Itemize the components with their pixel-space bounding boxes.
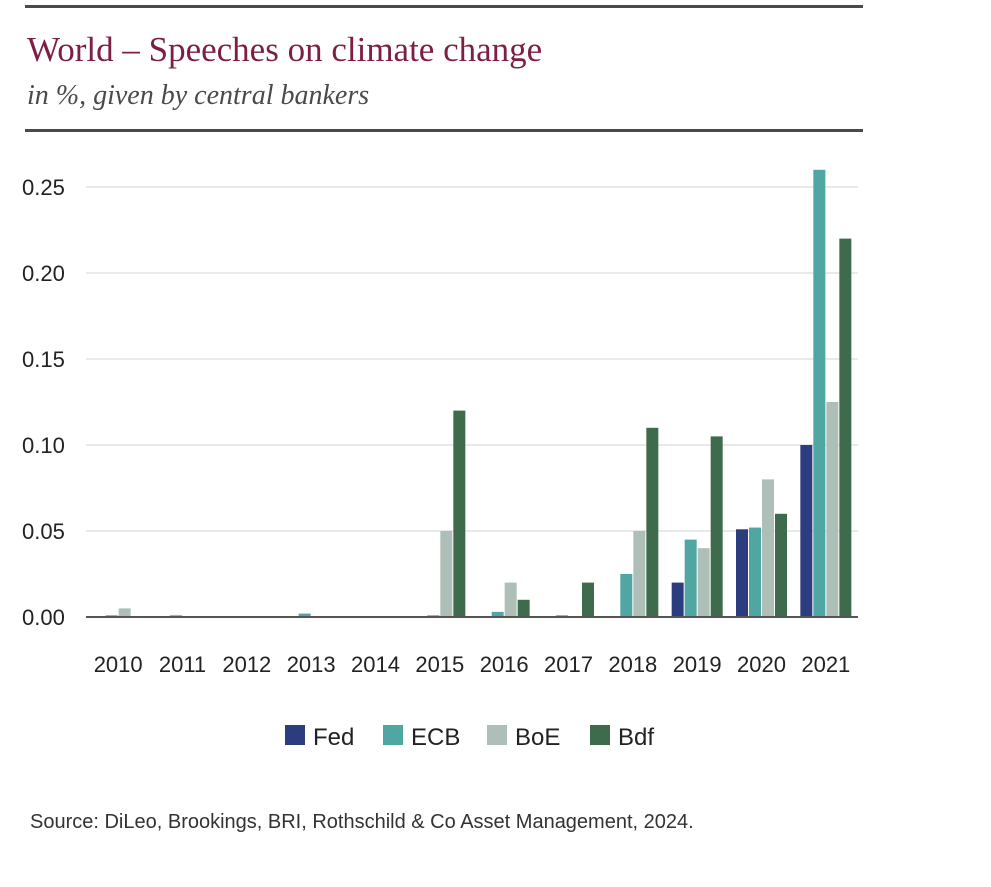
legend-label-fed: Fed (313, 724, 354, 751)
legend-label-bdf: Bdf (618, 724, 654, 751)
legend-label-boe: BoE (515, 724, 560, 751)
chart-area: 0.00 0.05 0.10 0.15 0.20 0.25 2010 2011 2012 2013… (22, 169, 858, 751)
x-tick-label: 2017 (544, 652, 593, 677)
bar-fed-2021 (800, 445, 813, 617)
legend-swatch-fed (285, 725, 305, 745)
bar-bdf-2019 (710, 436, 723, 617)
bar-boe-2016 (504, 582, 517, 617)
bar-bdf-2017 (582, 582, 594, 617)
bar-bdf-2015 (453, 410, 466, 617)
x-tick-label: 2011 (159, 652, 206, 677)
x-tick-label: 2013 (287, 652, 336, 677)
legend-label-ecb: ECB (411, 724, 460, 751)
bar-boe-2015 (440, 531, 453, 617)
source-note: Source: DiLeo, Brookings, BRI, Rothschil… (30, 811, 694, 833)
x-tick-label: 2012 (222, 652, 271, 677)
bar-ecb-2013 (298, 613, 311, 617)
x-tick-label: 2020 (737, 652, 786, 677)
bar-ecb-2021 (813, 169, 826, 618)
y-tick-label: 0.10 (22, 433, 65, 458)
bar-ecb-2019 (684, 539, 697, 617)
x-tick-label: 2015 (415, 652, 464, 677)
y-tick-label: 0.25 (22, 175, 65, 200)
x-tick-label: 2016 (480, 652, 529, 677)
bar-bdf-2021 (839, 238, 852, 617)
bar-fed-2019 (671, 582, 684, 617)
bar-bdf-2020 (775, 513, 787, 617)
legend-swatch-boe (487, 725, 507, 745)
x-tick-label: 2018 (608, 652, 657, 677)
x-tick-label: 2019 (673, 652, 722, 677)
bar-boe-2019 (697, 548, 710, 617)
legend-swatch-bdf (590, 725, 610, 745)
y-tick-label: 0.05 (22, 519, 65, 544)
bar-boe-2021 (826, 402, 839, 617)
bar-ecb-2016 (491, 611, 504, 617)
x-tick-label: 2010 (94, 652, 143, 677)
top-rule (25, 5, 863, 8)
legend-swatch-ecb (383, 725, 403, 745)
bar-boe-2010 (118, 608, 131, 617)
x-tick-label: 2014 (351, 652, 400, 677)
x-tick-label: 2021 (801, 652, 850, 677)
bar-boe-2018 (633, 531, 646, 617)
bar-fed-2020 (736, 529, 748, 617)
bar-boe-2020 (762, 479, 774, 617)
bar-bdf-2018 (646, 427, 659, 617)
y-tick-label: 0.15 (22, 347, 65, 372)
chart-title: World – Speeches on climate change (27, 30, 543, 69)
chart-subtitle: in %, given by central bankers (27, 80, 370, 111)
y-tick-label: 0.20 (22, 261, 65, 286)
bar-ecb-2018 (620, 574, 633, 617)
bar-bdf-2016 (517, 599, 530, 617)
y-tick-label: 0.00 (22, 605, 65, 630)
header-rule (25, 129, 863, 132)
bar-ecb-2020 (749, 527, 761, 617)
